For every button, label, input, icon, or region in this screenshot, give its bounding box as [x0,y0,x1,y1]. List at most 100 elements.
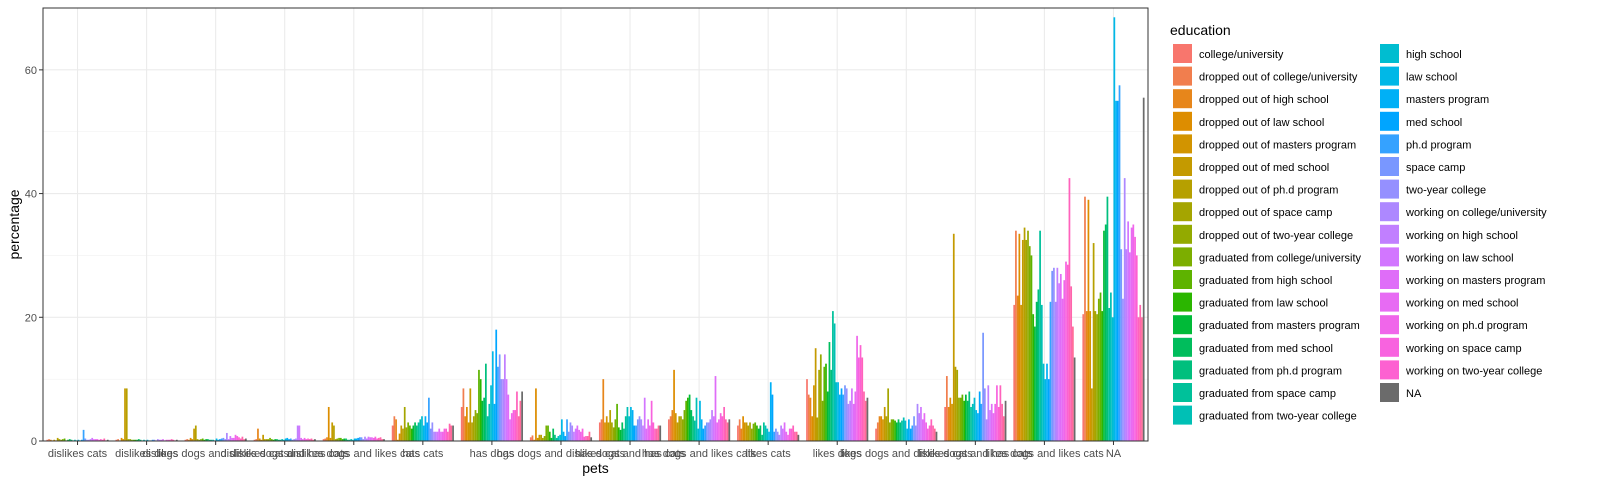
bar [887,388,890,441]
bar [143,439,145,441]
bar [649,425,651,441]
bar [212,439,214,441]
bar [676,422,679,441]
bar [87,439,90,441]
bar [838,394,841,441]
bar [495,329,498,441]
bar [752,423,755,441]
bar [609,410,612,441]
bar [58,439,61,441]
bar [687,397,689,441]
legend-key [1173,315,1192,335]
x-tick-label: dislikes dogs [115,448,178,460]
legend-label: working on masters program [1405,275,1545,287]
bar [944,406,946,441]
legend-label: college/university [1199,49,1284,61]
bar [642,425,644,441]
bar [560,419,563,441]
bar [978,391,981,441]
bar [669,416,672,441]
bar [203,439,206,441]
bar [952,233,955,441]
bar [977,413,979,441]
bar [951,403,953,441]
x-tick-label: dislikes cats [48,448,108,460]
bar [547,425,549,441]
legend-label: NA [1406,388,1422,400]
bar [117,439,119,441]
legend-key [1380,89,1399,109]
bar [994,403,997,441]
bar [652,422,655,441]
bar [1042,363,1045,441]
legend-label: working on space camp [1405,343,1522,355]
bar [737,425,739,441]
bar [795,431,798,441]
bar [819,354,822,441]
legend-key [1173,360,1192,380]
legend-key [1173,44,1192,63]
bar [716,422,719,441]
bar [1115,100,1117,441]
legend-key [1380,360,1399,380]
bar [137,439,140,441]
bar [706,422,708,441]
bar [840,388,843,441]
bar [241,436,244,441]
bar [165,439,168,441]
bar [923,413,926,441]
bar [540,434,542,441]
bar [1013,304,1016,441]
legend-label: working on high school [1405,230,1518,242]
bar [775,428,777,441]
bar [1039,230,1041,441]
bar [878,416,881,441]
bar [859,345,862,441]
legend-label: med school [1406,117,1462,129]
bar [269,437,271,441]
bar [279,439,282,441]
bar [885,416,888,441]
bar [704,425,706,441]
bar [305,439,308,441]
legend-key [1173,111,1192,131]
bar [645,428,648,441]
legend-key [1380,44,1399,63]
bar [1004,400,1007,441]
bar [1068,178,1071,442]
bar [1018,233,1021,441]
bar [963,400,965,441]
bar [300,437,302,441]
bar [602,379,605,441]
bar [1097,298,1100,441]
bar [738,419,741,441]
y-tick-label: 20 [25,312,37,324]
bar [452,425,454,441]
bar [949,397,952,441]
bar [353,438,356,441]
bar [422,425,425,441]
bar [811,416,814,441]
bar [1001,403,1003,441]
bar [721,416,724,441]
bar [70,439,73,441]
bar [1015,230,1017,441]
legend-key [1380,337,1399,357]
bar [1134,236,1136,441]
legend-key [1173,247,1192,267]
bar [498,354,501,441]
bar [773,431,776,441]
bar [768,431,770,441]
bar [360,437,363,441]
bar [424,416,427,441]
bar [139,439,142,441]
bar [750,428,753,441]
bar [517,416,520,441]
bar [757,428,760,441]
bar [1059,273,1062,441]
bar [612,427,615,441]
bar [355,438,358,441]
bar [505,379,508,441]
bar [1085,311,1088,441]
